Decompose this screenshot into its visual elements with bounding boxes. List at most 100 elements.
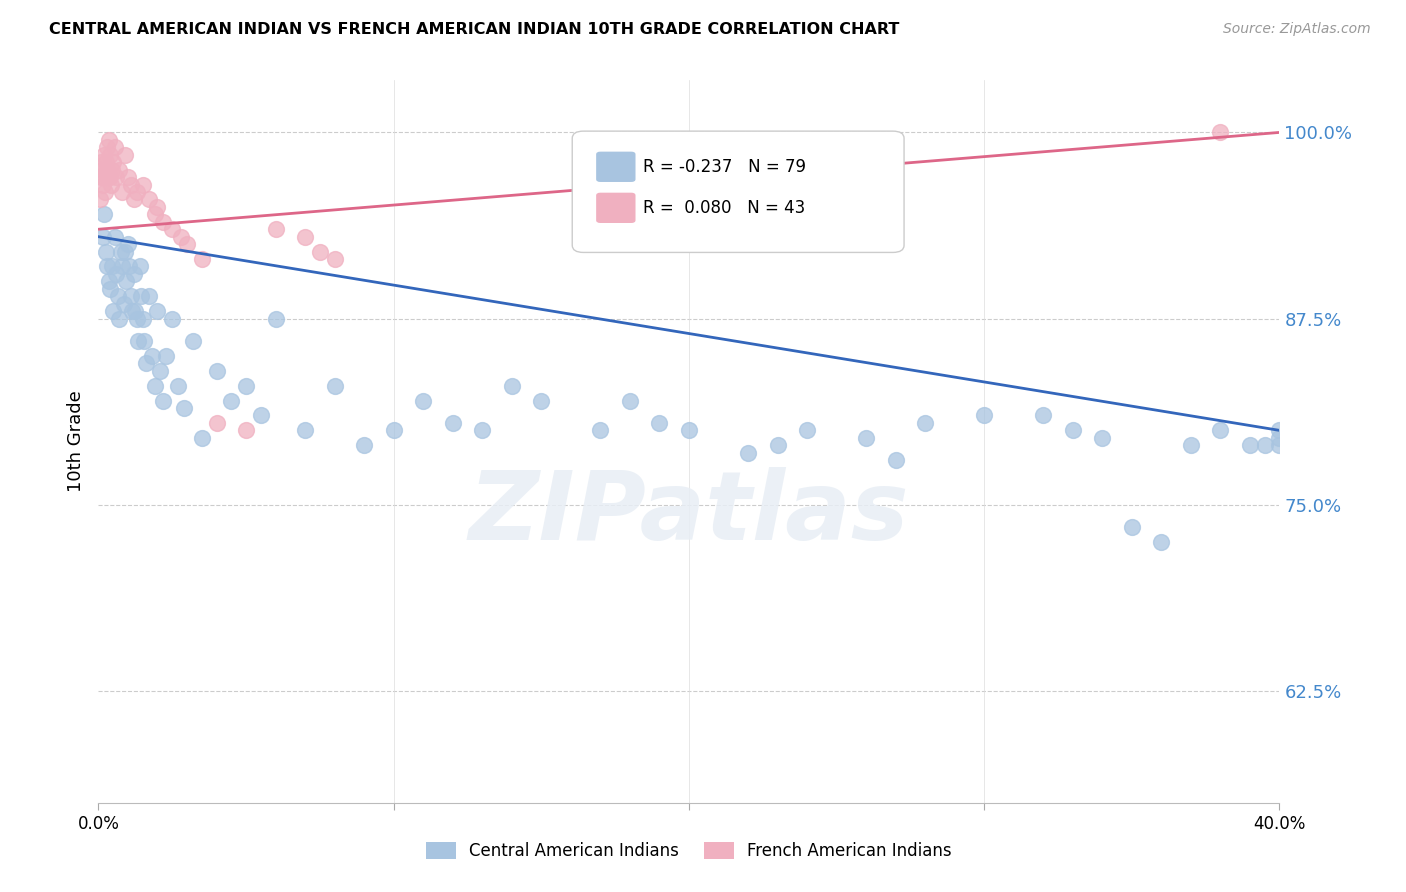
Point (111, 185, 134, 199)
Text: R =  0.080   N = 43: R = 0.080 N = 43 (643, 199, 804, 217)
Point (143, 378, 166, 392)
Point (309, 244, 332, 259)
Point (114, 244, 136, 259)
Point (162, 311, 183, 326)
Point (138, 193, 160, 207)
Point (167, 378, 190, 392)
Point (132, 311, 155, 326)
Point (91, 178, 114, 192)
Point (97, 133, 120, 147)
Point (97, 170, 120, 185)
Point (235, 423, 257, 437)
Point (132, 178, 155, 192)
Point (205, 364, 228, 378)
Point (128, 260, 150, 274)
Point (884, 453, 907, 467)
Point (103, 155, 125, 169)
Legend: Central American Indians, French American Indians: Central American Indians, French America… (419, 835, 959, 867)
Point (176, 237, 198, 252)
Point (1091, 431, 1114, 445)
Text: CENTRAL AMERICAN INDIAN VS FRENCH AMERICAN INDIAN 10TH GRADE CORRELATION CHART: CENTRAL AMERICAN INDIAN VS FRENCH AMERIC… (49, 22, 900, 37)
Point (766, 438, 789, 452)
Point (353, 438, 375, 452)
Point (122, 267, 145, 281)
Point (1209, 125, 1232, 139)
Point (1268, 423, 1291, 437)
Point (181, 334, 204, 348)
Point (103, 304, 125, 318)
Point (264, 222, 287, 236)
Point (117, 170, 139, 185)
Point (589, 423, 612, 437)
Point (108, 162, 131, 177)
Point (143, 207, 166, 221)
Text: R = -0.237   N = 79: R = -0.237 N = 79 (643, 158, 806, 176)
Point (221, 393, 243, 408)
Point (105, 170, 128, 185)
Point (737, 446, 759, 460)
Point (1121, 520, 1143, 534)
Point (93, 148, 115, 162)
Point (90, 170, 112, 185)
Point (93, 170, 115, 185)
Point (162, 222, 183, 236)
Point (90, 155, 112, 169)
Point (1254, 438, 1277, 452)
Point (264, 311, 287, 326)
Point (152, 393, 174, 408)
Point (250, 409, 273, 423)
Point (294, 423, 316, 437)
Point (89, 193, 111, 207)
Point (134, 334, 156, 348)
Point (118, 260, 141, 274)
Point (111, 260, 134, 274)
Text: ZIPatlas: ZIPatlas (468, 467, 910, 560)
Point (441, 416, 464, 430)
Point (294, 229, 316, 244)
Point (412, 393, 434, 408)
Point (108, 311, 131, 326)
Point (91, 162, 114, 177)
Point (914, 416, 936, 430)
Point (155, 349, 177, 363)
Point (104, 140, 127, 154)
Point (855, 431, 877, 445)
Point (94, 155, 117, 169)
Point (135, 356, 157, 370)
Point (1268, 438, 1291, 452)
Point (117, 237, 139, 252)
Point (1239, 438, 1261, 452)
Point (122, 193, 145, 207)
Y-axis label: 10th Grade: 10th Grade (67, 391, 86, 492)
Point (100, 260, 122, 274)
Point (530, 393, 553, 408)
Point (191, 252, 214, 266)
Point (107, 289, 129, 303)
Point (1268, 431, 1291, 445)
Point (796, 423, 818, 437)
Point (152, 215, 174, 229)
Point (97, 274, 120, 288)
Point (382, 423, 405, 437)
Point (104, 229, 127, 244)
Point (124, 304, 146, 318)
Point (120, 289, 142, 303)
Point (1150, 535, 1173, 549)
Point (173, 401, 195, 415)
Point (648, 416, 671, 430)
Point (93, 207, 115, 221)
Point (98, 148, 121, 162)
Point (110, 244, 132, 259)
Point (323, 378, 346, 392)
Point (138, 289, 160, 303)
Point (96, 162, 118, 177)
Point (127, 334, 149, 348)
Point (98, 170, 121, 185)
Point (94, 185, 117, 199)
Point (141, 349, 163, 363)
Point (323, 252, 346, 266)
Point (120, 178, 142, 192)
Point (91, 229, 114, 244)
Point (501, 378, 523, 392)
Point (170, 229, 193, 244)
